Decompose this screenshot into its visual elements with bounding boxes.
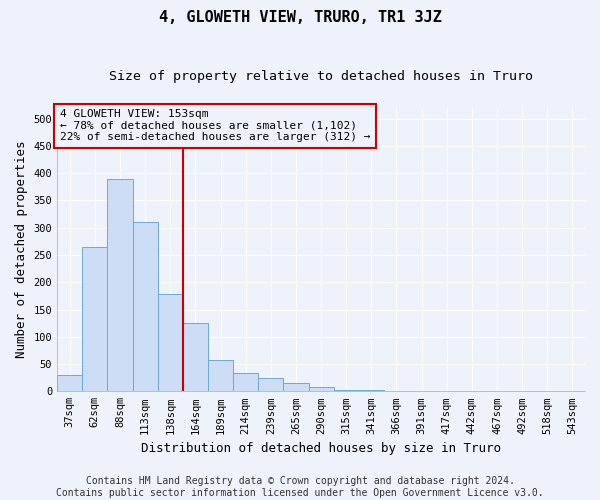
Bar <box>308 387 334 392</box>
Bar <box>158 294 183 392</box>
Text: 4, GLOWETH VIEW, TRURO, TR1 3JZ: 4, GLOWETH VIEW, TRURO, TR1 3JZ <box>158 10 442 25</box>
Bar <box>384 391 409 392</box>
Bar <box>82 247 107 392</box>
Text: Contains HM Land Registry data © Crown copyright and database right 2024.
Contai: Contains HM Land Registry data © Crown c… <box>56 476 544 498</box>
Bar <box>107 178 133 392</box>
Bar <box>133 222 158 392</box>
Bar <box>283 383 308 392</box>
Bar <box>258 378 283 392</box>
X-axis label: Distribution of detached houses by size in Truro: Distribution of detached houses by size … <box>141 442 501 455</box>
Bar <box>233 374 258 392</box>
Bar <box>57 375 82 392</box>
Title: Size of property relative to detached houses in Truro: Size of property relative to detached ho… <box>109 70 533 83</box>
Bar <box>208 360 233 392</box>
Bar <box>334 390 359 392</box>
Text: 4 GLOWETH VIEW: 153sqm
← 78% of detached houses are smaller (1,102)
22% of semi-: 4 GLOWETH VIEW: 153sqm ← 78% of detached… <box>60 109 370 142</box>
Bar <box>359 390 384 392</box>
Bar <box>183 323 208 392</box>
Y-axis label: Number of detached properties: Number of detached properties <box>15 141 28 358</box>
